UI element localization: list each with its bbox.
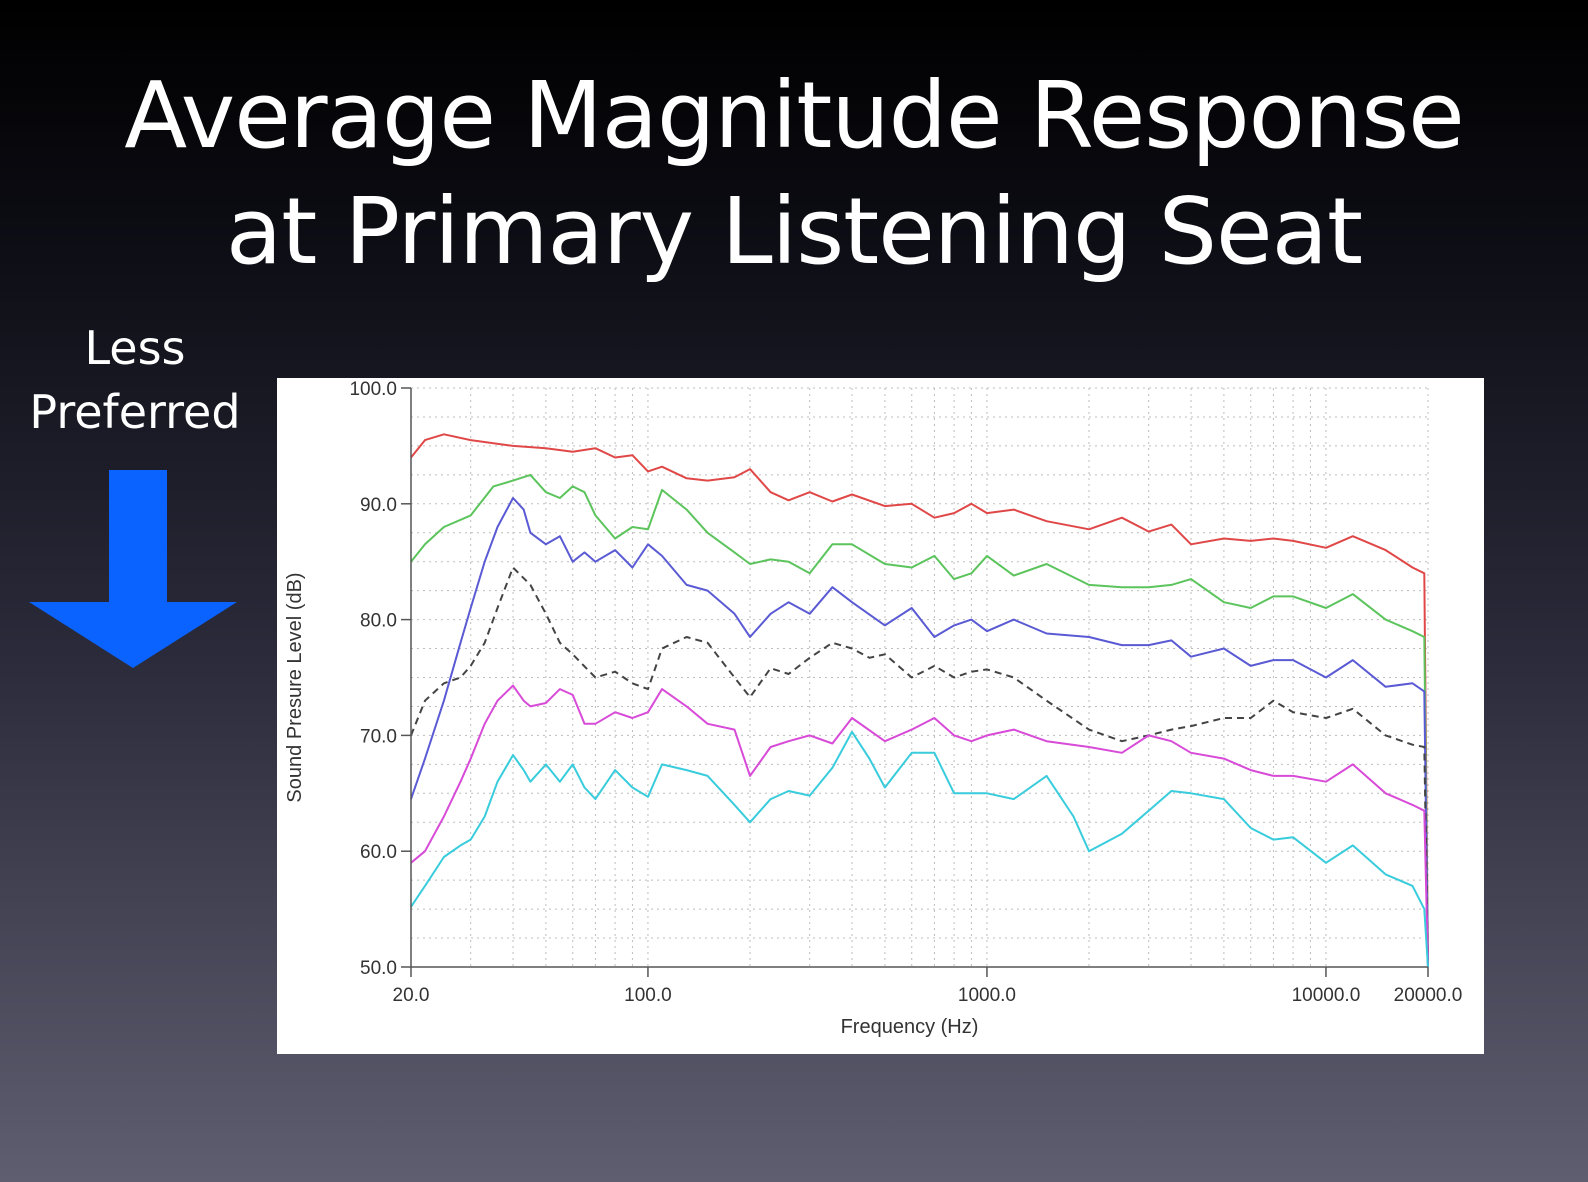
x-tick-label: 1000.0 [958,985,1016,1006]
series-line-6 [410,730,1429,968]
y-ticks: 50.0 60.0 70.0 80.0 90.0 100.0 [349,379,411,979]
x-ticks: 20.0 100.0 1000.0 10000.0 20000.0 [393,967,1463,1006]
preference-label: Less Preferred [10,316,260,444]
y-tick-label: 80.0 [360,611,397,632]
series-line-1 [410,433,1429,968]
x-tick-label: 20.0 [393,985,430,1006]
y-tick-label: 70.0 [360,726,397,747]
y-tick-label: 90.0 [360,495,397,516]
series-layer [410,433,1429,968]
series-line-3 [410,497,1429,968]
slide-title-line-2: at Primary Listening Seat [225,178,1363,285]
y-tick-label: 50.0 [360,958,397,979]
preference-label-line-2: Preferred [29,385,241,439]
x-tick-label: 10000.0 [1292,985,1361,1006]
series-line-4 [410,566,1429,968]
series-line-2 [410,473,1429,968]
slide-title: Average Magnitude Response at Primary Li… [0,58,1588,290]
arrow-down-icon [29,470,237,668]
series-line-5 [410,684,1429,968]
y-tick-label: 100.0 [349,379,397,400]
chart-panel: 50.0 60.0 70.0 80.0 90.0 100.0 20.0 100.0 1000.… [277,378,1484,1054]
preference-label-line-1: Less [84,321,186,375]
x-axis-label: Frequency (Hz) [841,1016,979,1038]
x-tick-label: 100.0 [624,985,672,1006]
frequency-response-chart: 50.0 60.0 70.0 80.0 90.0 100.0 20.0 100.0 1000.… [284,379,1463,1038]
axes [410,388,1428,968]
grid [410,387,1429,968]
y-axis-label: Sound Presure Level (dB) [284,572,306,802]
x-tick-label: 20000.0 [1394,985,1463,1006]
slide-title-line-1: Average Magnitude Response [124,62,1465,169]
y-tick-label: 60.0 [360,842,397,863]
